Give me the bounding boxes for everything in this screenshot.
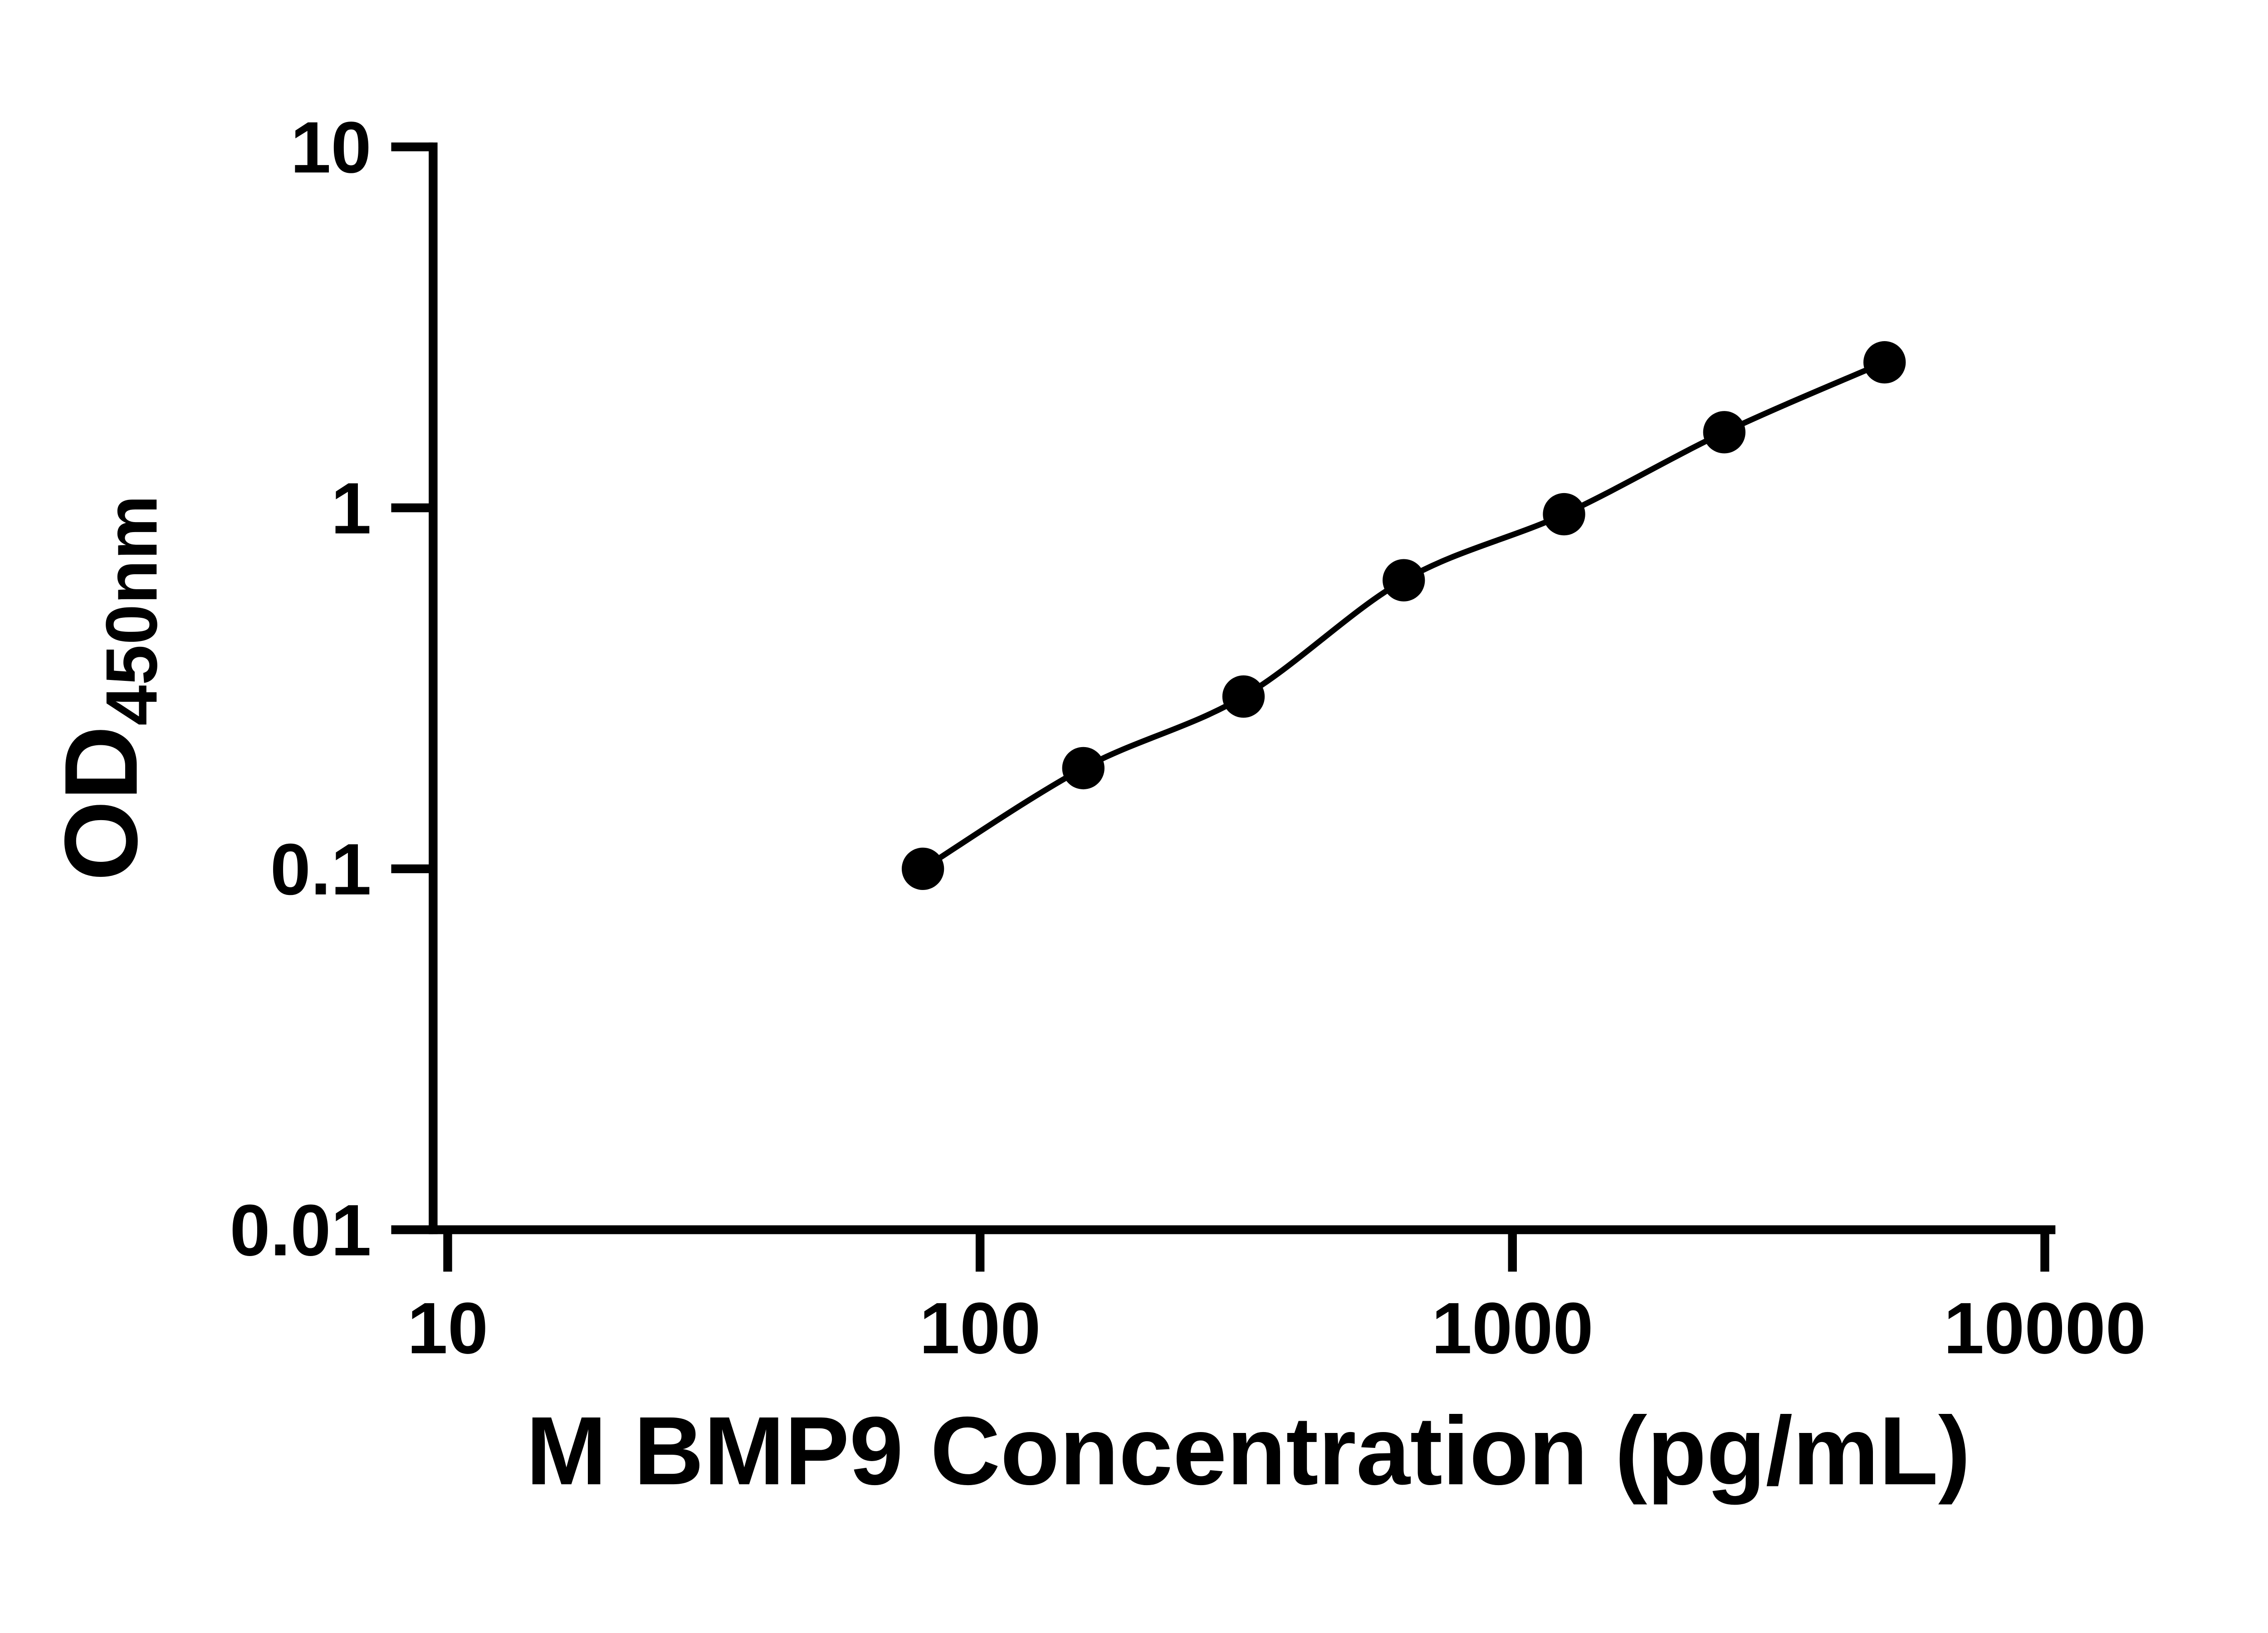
y-tick-label: 10 [290,107,371,188]
y-tick-label: 0.1 [270,829,371,910]
y-axis-title-subscript: 450nm [91,495,172,725]
tick-labels: 10 1 0.1 0.01 10 100 1000 10000 [230,107,2146,1369]
x-tick-label: 100 [919,1287,1041,1369]
y-axis-title-main: OD [43,726,159,881]
y-tick-label: 0.01 [230,1189,371,1271]
data-point [1062,747,1105,790]
x-tick-label: 10 [407,1287,488,1369]
data-point [1543,493,1585,536]
data-point [1383,559,1425,601]
data-point [1222,675,1265,718]
tick-marks [391,142,2049,1272]
data-point [901,847,944,890]
data-point [1703,411,1746,454]
y-axis-title: OD450nm [43,495,172,881]
data-point [1863,341,1906,384]
chart-figure: 10 1 0.1 0.01 10 100 1000 10000 M BMP9 Concentr… [43,107,2146,1506]
x-axis-title: M BMP9 Concentration (pg/mL) [526,1397,1971,1505]
standard-curve-chart: 10 1 0.1 0.01 10 100 1000 10000 M BMP9 Concentr… [43,107,2146,1506]
axes [429,142,2056,1234]
x-tick-label: 10000 [1944,1287,2146,1369]
x-tick-label: 1000 [1432,1287,1593,1369]
data-series [901,341,1906,890]
y-tick-label: 1 [331,468,371,549]
